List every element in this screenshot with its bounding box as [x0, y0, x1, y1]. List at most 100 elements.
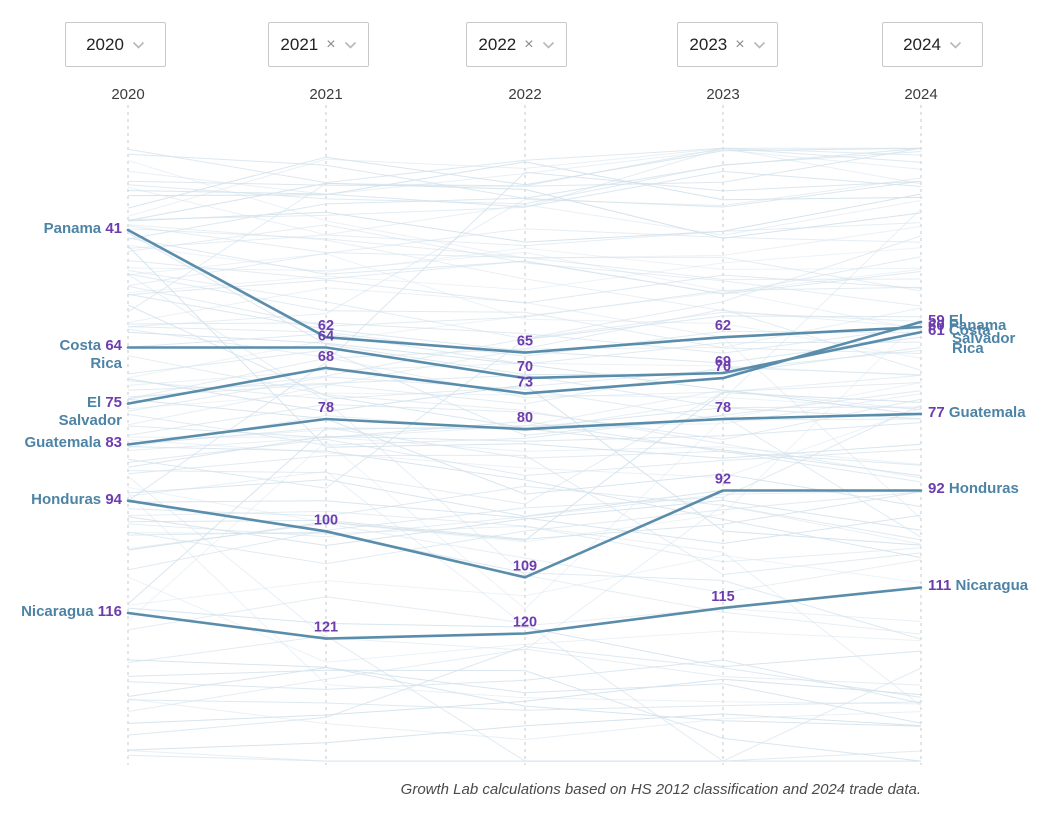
year-filter-2021[interactable]: 2021 ×: [268, 22, 369, 67]
year-filter-label: 2022: [478, 34, 517, 54]
axis-year-2022: 2022: [508, 86, 542, 103]
year-filter-2020[interactable]: 2020: [65, 22, 166, 67]
background-line: [127, 398, 922, 508]
axis-year-2024: 2024: [904, 86, 938, 103]
rank-number: 75: [105, 394, 122, 411]
background-line: [127, 493, 922, 705]
chevron-down-icon: [753, 37, 766, 55]
background-line: [127, 186, 922, 236]
axis-year-2020: 2020: [111, 86, 145, 103]
background-line: [127, 251, 922, 331]
series-line-nicaragua[interactable]: [126, 586, 923, 640]
year-filter-label: 2020: [86, 34, 124, 54]
background-line: [127, 499, 922, 547]
background-line: [127, 446, 922, 559]
rank-value-label: 73: [517, 374, 533, 390]
background-line: [128, 436, 922, 465]
background-line: [127, 269, 922, 379]
rank-value-label: 100: [314, 512, 338, 528]
series-line-guatemala[interactable]: [126, 412, 923, 446]
remove-year-icon[interactable]: ×: [524, 35, 534, 53]
background-line: [127, 147, 922, 184]
remove-year-icon[interactable]: ×: [735, 35, 745, 53]
rank-value-label: 65: [517, 334, 533, 350]
left-label-el-salvador: El 75 Salvador: [58, 394, 122, 429]
background-line: [127, 491, 922, 565]
rank-value-label: 70: [517, 359, 533, 375]
background-line: [127, 182, 922, 239]
rank-number: 64: [105, 337, 122, 354]
country-name: Panama: [43, 220, 102, 237]
rank-value-label: 115: [711, 589, 734, 605]
background-line: [127, 525, 922, 707]
background-line: [127, 635, 922, 762]
rank-value-label: 78: [715, 400, 731, 416]
rank-number: 116: [97, 603, 122, 620]
year-filter-label: 2021: [280, 34, 319, 54]
rank-value-label: 92: [715, 472, 731, 488]
background-line: [127, 376, 922, 421]
background-line: [127, 470, 922, 627]
country-name: El: [86, 394, 102, 411]
chevron-down-icon: [132, 37, 145, 55]
left-label-guatemala: Guatemala 83: [0, 434, 122, 452]
background-line: [127, 607, 922, 668]
background-line: [127, 171, 922, 502]
country-name: Guatemala: [24, 434, 102, 451]
remove-year-icon[interactable]: ×: [326, 35, 336, 53]
background-line: [127, 750, 921, 762]
background-line: [127, 713, 922, 751]
right-label-nicaragua: 111 Nicaragua: [928, 577, 1028, 595]
background-line: [127, 485, 922, 541]
background-line: [127, 147, 922, 209]
background-line: [127, 349, 922, 400]
background-line: [127, 208, 922, 448]
background-line: [127, 378, 922, 546]
background-line: [127, 222, 922, 249]
rank-number: 41: [105, 220, 122, 237]
right-label-panama: 60 Panama: [928, 317, 1006, 335]
rank-value-label: 109: [513, 558, 537, 574]
country-name: El: [948, 312, 964, 329]
background-line: [127, 331, 922, 416]
country-name: Costa: [948, 322, 991, 339]
year-filter-label: 2024: [903, 34, 941, 54]
axis-year-2021: 2021: [309, 86, 343, 103]
series-line-el-salvador[interactable]: [126, 320, 923, 405]
left-label-nicaragua: Nicaragua 116: [0, 603, 122, 621]
background-line: [127, 151, 922, 205]
series-line-panama[interactable]: [126, 228, 923, 354]
axis-year-2023: 2023: [706, 86, 740, 103]
rank-value-label: 120: [513, 615, 537, 631]
background-line: [127, 390, 922, 446]
year-filter-2023[interactable]: 2023 ×: [677, 22, 778, 67]
right-label-costa-rica: 61 Costa Rica: [928, 322, 991, 357]
rank-value-label: 62: [715, 318, 731, 334]
source-note: Growth Lab calculations based on HS 2012…: [400, 781, 921, 798]
left-label-panama: Panama 41: [0, 220, 122, 238]
year-filter-2024[interactable]: 2024: [882, 22, 983, 67]
background-line: [127, 645, 922, 736]
background-line: [127, 232, 922, 376]
background-line: [127, 500, 922, 545]
rank-number: 94: [105, 491, 122, 508]
series-line-honduras[interactable]: [126, 489, 923, 579]
background-line: [127, 326, 922, 357]
background-line: [127, 454, 922, 576]
background-line: [127, 659, 922, 727]
rank-value-label: 70: [715, 359, 731, 375]
left-label-costa-rica: Costa 64 Rica: [59, 337, 122, 372]
right-label-el-salvador: 59 El Salvador: [928, 312, 1016, 347]
rank-value-label: 62: [318, 318, 334, 334]
background-line: [127, 678, 922, 724]
year-filter-2022[interactable]: 2022 ×: [466, 22, 567, 67]
country-name: Panama: [948, 317, 1007, 334]
country-name: Honduras: [31, 491, 102, 508]
country-name: Honduras: [948, 480, 1019, 497]
chevron-down-icon: [949, 37, 962, 55]
rank-number: 77: [928, 404, 945, 421]
right-label-guatemala: 77 Guatemala: [928, 404, 1026, 422]
background-line: [127, 247, 922, 294]
